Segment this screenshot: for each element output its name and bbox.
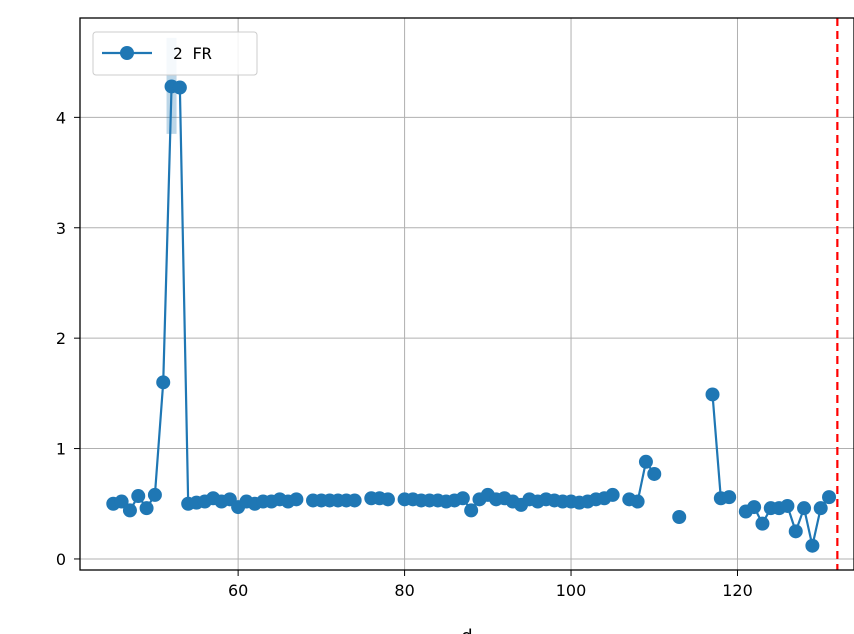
series-2-fr [106,18,839,570]
data-point [147,487,162,502]
axis-ticks: 60 80 100 120 0 1 2 3 4 [56,108,753,600]
data-point [797,501,812,516]
legend-marker [120,46,134,60]
data-point [755,516,770,531]
data-point [805,538,820,553]
data-point [780,498,795,513]
data-point [647,466,662,481]
data-point [114,494,129,509]
data-point [289,492,304,507]
x-tick-label: 60 [228,581,248,600]
data-point [630,494,645,509]
data-point [139,501,154,516]
y-tick-label: 1 [56,440,66,459]
legend-entry-label: 2 FR [173,44,212,63]
y-tick-label: 0 [56,550,66,569]
data-point [822,490,837,505]
plot-frame [79,17,854,571]
legend-box [92,31,258,76]
data-point [705,387,720,402]
series-line [711,394,730,500]
data-point [464,503,479,518]
x-tick-label: 80 [394,581,414,600]
data-point [747,500,762,515]
data-point [347,493,362,508]
x-tick-label: 100 [556,581,587,600]
data-point [156,375,171,390]
data-point [638,454,653,469]
x-tick-label: 120 [722,581,753,600]
data-point [788,524,803,539]
data-point [813,501,828,516]
y-tick-label: 4 [56,108,66,127]
data-point [131,489,146,504]
y-tick-label: 2 [56,329,66,348]
data-point [455,491,470,506]
data-point [380,492,395,507]
series-line [113,85,297,512]
data-point [172,80,187,95]
data-point [722,490,737,505]
legend: 2 FR [92,31,258,76]
data-point [672,510,687,525]
y-tick-label: 3 [56,219,66,238]
x-axis-label: d [461,626,472,634]
data-point [122,503,137,518]
data-point [605,487,620,502]
grid [80,18,854,570]
